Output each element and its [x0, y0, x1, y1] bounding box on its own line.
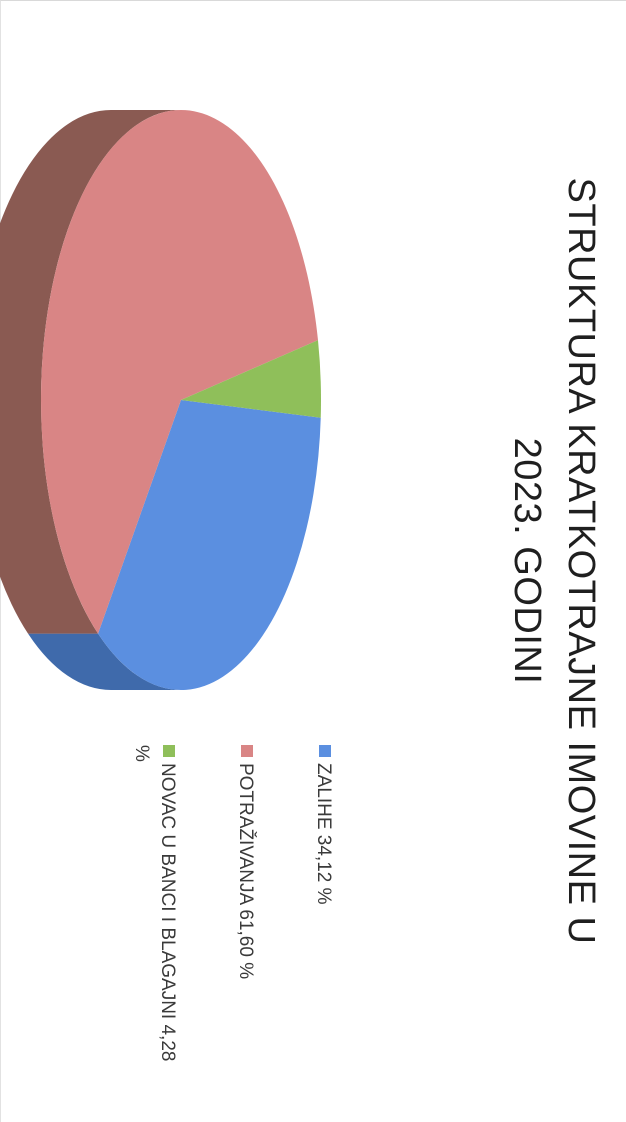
pie-3d-side — [0, 110, 181, 690]
legend-item-zalihe: ZALIHE 34,12 % — [310, 745, 336, 1075]
pie-slice-zalihe — [98, 400, 321, 691]
legend-label-zalihe: ZALIHE 34,12 % — [313, 763, 334, 905]
legend-swatch-zalihe — [319, 745, 331, 757]
legend-label-novac: NOVAC U BANCI I BLAGAJNI 4,28 % — [131, 745, 178, 1062]
pie-top-face — [41, 110, 321, 691]
pie-side-potrazivanja — [0, 110, 181, 634]
pie-slice-potrazivanja — [41, 110, 318, 634]
pie-side-zalihe — [28, 633, 181, 690]
legend-label-potrazivanja: POTRAŽIVANJA 61,60 % — [235, 763, 256, 980]
pie-slice-novac — [181, 340, 321, 418]
legend-item-novac: NOVAC U BANCI I BLAGAJNI 4,28 % — [128, 745, 180, 1075]
legend-swatch-novac — [163, 745, 175, 757]
legend-item-potrazivanja: POTRAŽIVANJA 61,60 % — [232, 745, 258, 1075]
legend-swatch-potrazivanja — [241, 745, 253, 757]
